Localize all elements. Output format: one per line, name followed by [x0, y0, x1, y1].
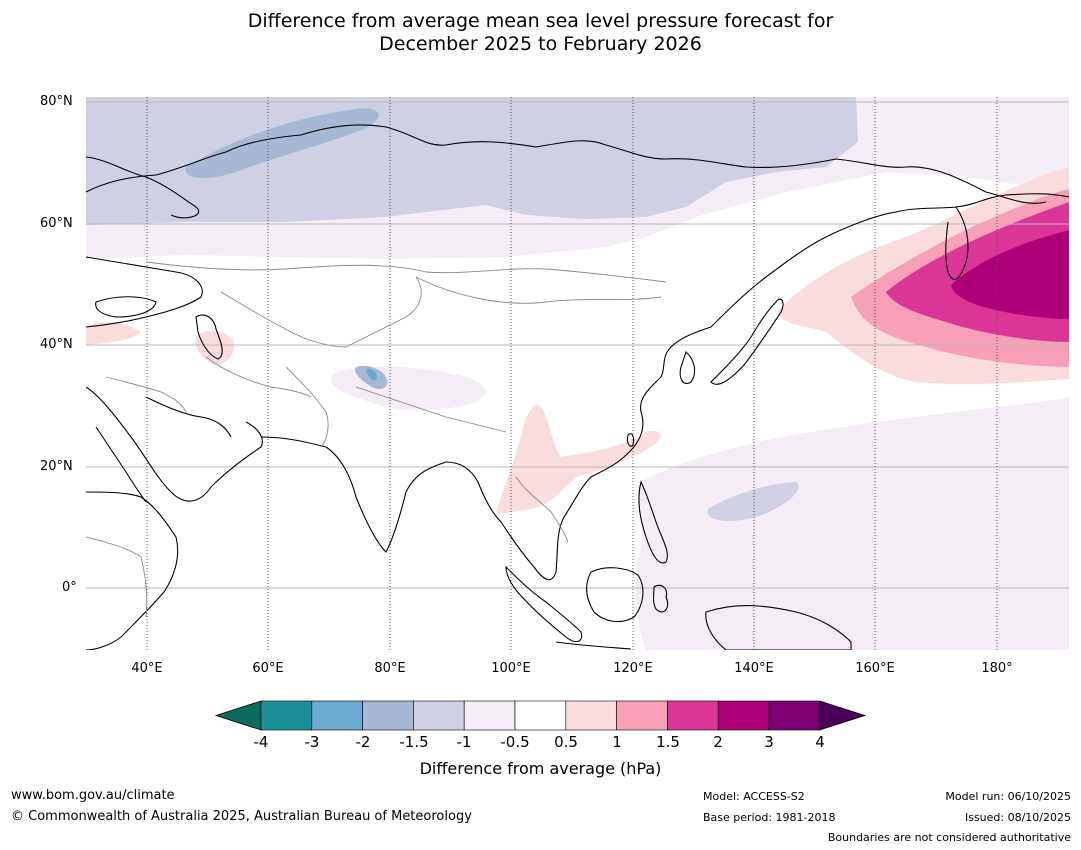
coast-arabia: [86, 386, 263, 502]
colorbar-arrow-above: [819, 700, 867, 731]
colorbar-tick: 2: [713, 733, 723, 751]
contour-neg-0.5-pacific: [636, 397, 1069, 650]
coast-arctic: [86, 124, 1047, 204]
map-svg: [86, 97, 1069, 650]
colorbar-tick: -4: [253, 733, 269, 751]
footer-model: Model: ACCESS-S2: [703, 790, 805, 803]
coast-japan: [710, 298, 784, 385]
colorbar: [214, 700, 867, 731]
lat-label-0: 0°: [62, 580, 77, 595]
coast-philippines: [638, 480, 668, 564]
border-russia-kz: [145, 261, 667, 283]
lon-label-180: 180°: [981, 661, 1013, 676]
title-line-1: Difference from average mean sea level p…: [247, 10, 834, 32]
colorbar-tick: -1: [456, 733, 472, 751]
coast-indochina: [533, 454, 627, 581]
footer-model-run: Model run: 06/10/2025: [945, 790, 1071, 803]
map-panel[interactable]: [86, 97, 1069, 650]
border-middle-east: [105, 376, 187, 413]
lon-label-160e: 160°E: [855, 661, 895, 676]
colorbar-tick: 4: [815, 733, 825, 751]
coast-scandinavia: [86, 156, 199, 219]
contour-pos-west: [86, 322, 141, 345]
contour-pos-china: [496, 404, 661, 514]
colorbar-bin: [463, 700, 516, 731]
coast-europe-south: [86, 256, 203, 328]
coastlines: [86, 124, 1069, 650]
coast-gulf: [145, 396, 232, 438]
colorbar-tick: 3: [764, 733, 774, 751]
border-central-asia: [220, 291, 347, 348]
colorbar-tick: 0.5: [554, 733, 578, 751]
coast-black-sea: [95, 296, 157, 318]
lat-label-60n: 60°N: [40, 216, 73, 231]
footer-disclaimer: Boundaries are not considered authoritat…: [827, 831, 1071, 844]
border-africa: [86, 536, 148, 618]
footer-copyright: © Commonwealth of Australia 2025, Austra…: [11, 809, 472, 824]
border-china-west: [345, 276, 422, 348]
lon-label-100e: 100°E: [491, 661, 531, 676]
lon-label-140e: 140°E: [734, 661, 774, 676]
lat-label-80n: 80°N: [40, 94, 73, 109]
coast-sulawesi: [652, 584, 669, 613]
contour-neg-tibet-deep: [366, 368, 378, 381]
coast-new-guinea: [705, 605, 852, 650]
border-pakistan: [285, 366, 329, 448]
contour-neg-1-pacific: [707, 482, 799, 521]
colorbar-tick: 1.5: [656, 733, 680, 751]
colorbar-bin: [616, 700, 668, 731]
footer-base-period: Base period: 1981-2018: [703, 811, 836, 824]
graticule: [86, 97, 1069, 650]
coast-india: [260, 436, 447, 553]
coast-africa-horn: [86, 491, 179, 650]
footer-website[interactable]: www.bom.gov.au/climate: [11, 788, 175, 803]
colorbar-tick: 1: [612, 733, 622, 751]
colorbar-bin: [514, 700, 567, 731]
colorbar-tick: -1.5: [399, 733, 429, 751]
colorbar-bin: [260, 700, 313, 731]
colorbar-bin: [667, 700, 719, 731]
colorbar-bin: [565, 700, 617, 731]
footer-issued: Issued: 08/10/2025: [964, 811, 1071, 824]
colorbar-bin: [768, 700, 821, 731]
colorbar-bin: [362, 700, 414, 731]
lon-label-120e: 120°E: [613, 661, 653, 676]
coast-caspian: [195, 314, 223, 360]
lon-label-80e: 80°E: [374, 661, 406, 676]
colorbar-arrow-below: [214, 700, 262, 731]
chart-title: Difference from average mean sea level p…: [0, 10, 1081, 56]
lat-label-20n: 20°N: [40, 459, 73, 474]
coast-pacific-russia: [710, 193, 1069, 328]
lon-label-40e: 40°E: [131, 661, 163, 676]
coast-china: [625, 326, 712, 456]
border-china-mongolia: [415, 276, 662, 304]
colorbar-tick: -0.5: [500, 733, 530, 751]
coast-bay-bengal: [445, 461, 535, 568]
colorbar-tick: -2: [355, 733, 371, 751]
border-indochina: [515, 476, 569, 543]
contour-pos-caspian: [195, 330, 235, 365]
border-iran: [205, 356, 312, 398]
coast-kamchatka: [945, 206, 969, 280]
border-himalaya: [355, 386, 507, 433]
country-borders: [86, 261, 667, 618]
title-line-2: December 2025 to February 2026: [379, 33, 702, 55]
lon-label-60e: 60°E: [252, 661, 284, 676]
coast-korea: [679, 351, 696, 385]
colorbar-bin: [311, 700, 363, 731]
coast-java: [555, 641, 632, 650]
lat-label-40n: 40°N: [40, 337, 73, 352]
coast-borneo: [586, 567, 644, 623]
contour-neg-1.5-north: [185, 108, 379, 179]
colorbar-bin: [413, 700, 465, 731]
contour-pos-2-npac: [951, 230, 1069, 319]
coast-sumatra: [505, 565, 583, 643]
colorbar-tick: -3: [304, 733, 320, 751]
coast-red-sea: [95, 426, 147, 503]
colorbar-bin: [717, 700, 770, 731]
coast-taiwan: [626, 433, 635, 447]
colorbar-title: Difference from average (hPa): [419, 759, 662, 778]
